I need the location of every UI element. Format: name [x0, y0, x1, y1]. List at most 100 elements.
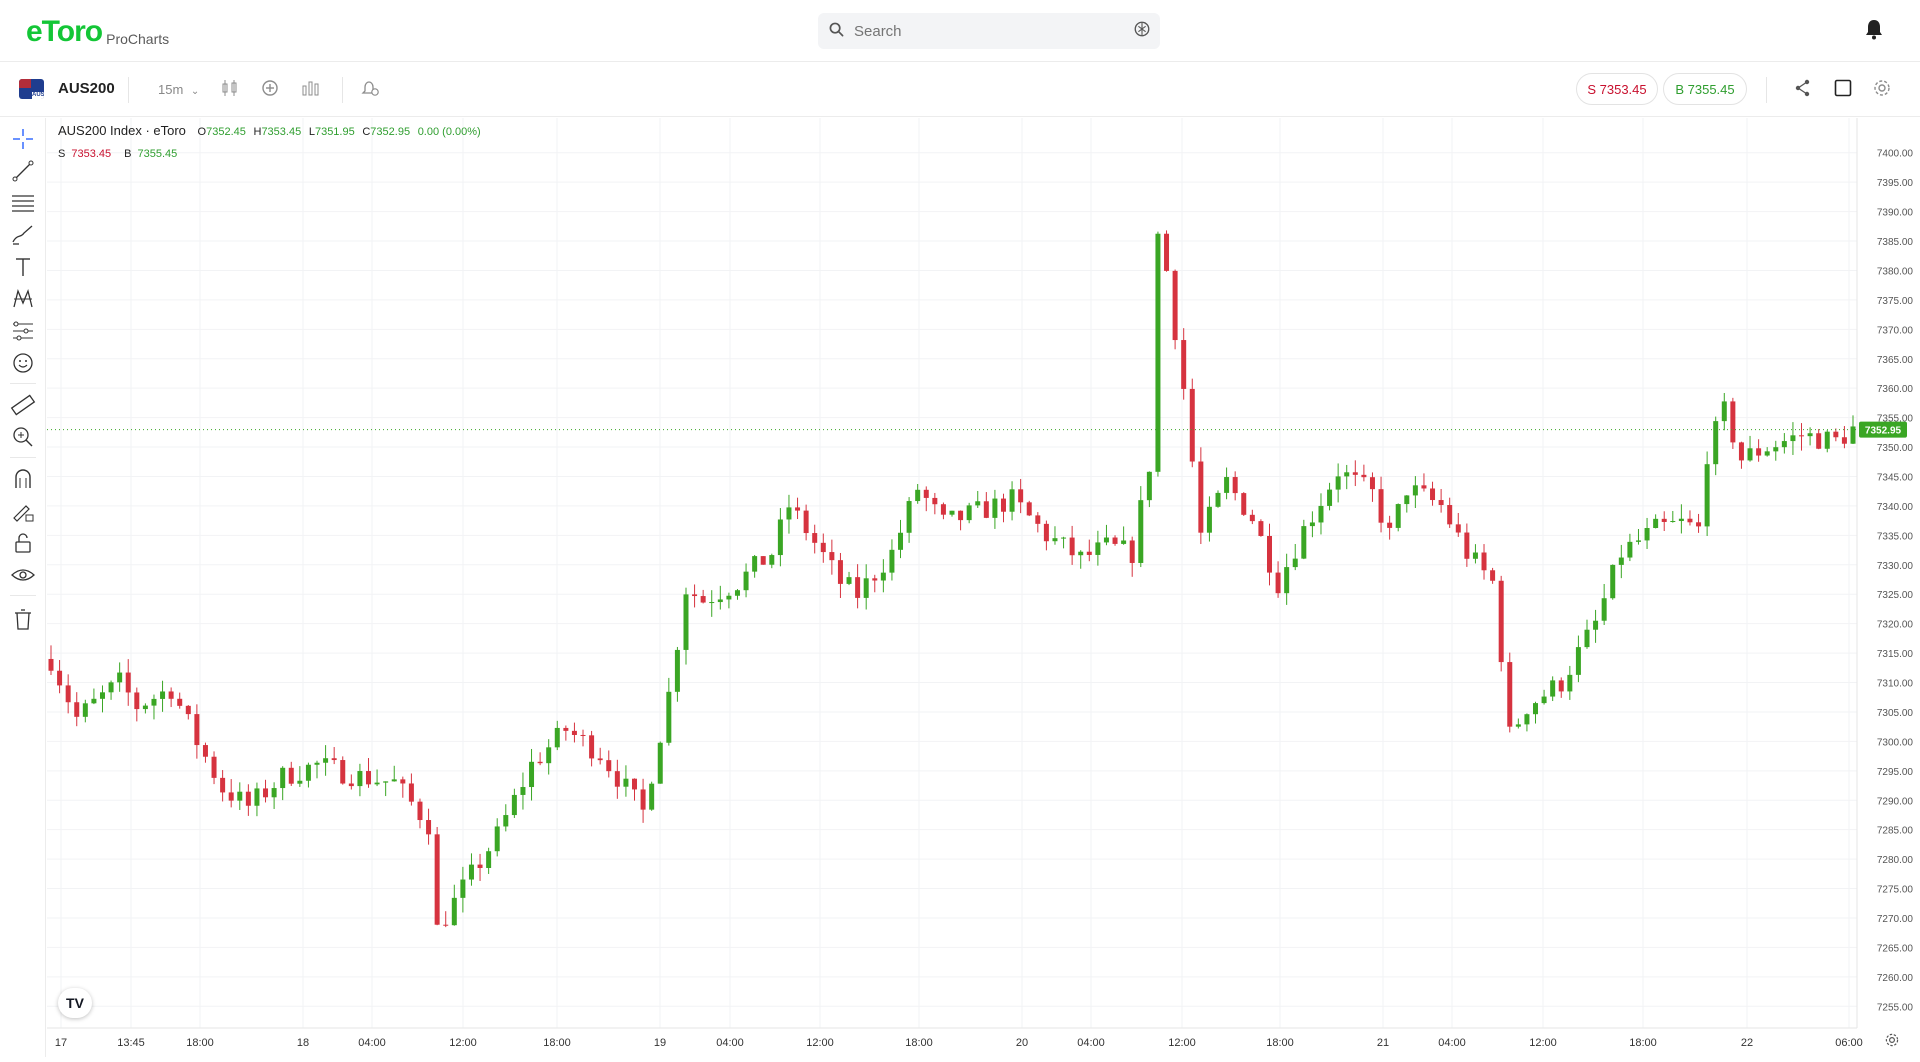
price-chart[interactable]: 7400.00 7395.00 7390.00 7385.00 7380.00 7375.… — [47, 118, 1920, 1057]
candle-body — [795, 507, 801, 511]
search-input[interactable] — [854, 22, 1124, 40]
notification-bell-icon[interactable] — [1864, 18, 1886, 42]
candle-body — [1412, 485, 1418, 496]
candle-body — [1635, 540, 1641, 542]
candle-body — [1069, 537, 1075, 556]
candle-body — [906, 501, 912, 533]
candle-body — [966, 505, 972, 521]
instrument-flag-icon: AUS — [19, 79, 44, 99]
settings-gear-icon[interactable] — [1872, 78, 1896, 102]
candle-body — [880, 572, 886, 581]
candle-body — [408, 783, 414, 802]
candle-body — [503, 815, 509, 827]
candlestick-chart[interactable]: 7400.00 7395.00 7390.00 7385.00 7380.00 7375.… — [47, 118, 1920, 1057]
candle-body — [348, 783, 354, 787]
sell-button[interactable]: S 7353.45 — [1576, 73, 1658, 105]
candle-body — [571, 730, 577, 735]
etoro-logo[interactable]: eToro ProCharts — [26, 14, 169, 48]
open-value: 7352.45 — [206, 126, 246, 138]
candle-body — [1086, 551, 1092, 555]
unlock-icon[interactable] — [10, 530, 36, 556]
candle-body — [777, 519, 783, 556]
alert-clock-icon[interactable] — [360, 78, 384, 102]
buy-value: 7355.45 — [137, 148, 178, 160]
tradingview-logo[interactable]: TV — [58, 988, 92, 1018]
candle-body — [383, 781, 389, 783]
x-tick-label: 21 — [1377, 1037, 1389, 1049]
candle-body — [803, 510, 809, 534]
x-tick-label: 19 — [654, 1037, 666, 1049]
candle-body — [1790, 435, 1796, 442]
zoom-in-icon[interactable] — [10, 424, 36, 450]
last-price-label: 7352.95 — [1865, 426, 1902, 437]
candle-body — [649, 783, 655, 810]
candle-body — [1498, 580, 1504, 663]
candle-body — [1035, 515, 1041, 524]
x-tick-label: 12:00 — [806, 1037, 834, 1049]
fullscreen-icon[interactable] — [1833, 78, 1857, 102]
emoji-icon[interactable] — [10, 350, 36, 376]
candle-body — [1275, 572, 1281, 594]
candle-body — [1266, 535, 1272, 573]
bid-ask-legend: S 7353.45 B 7355.45 — [58, 148, 177, 160]
share-icon[interactable] — [1793, 78, 1817, 102]
y-tick-label: 7300.00 — [1877, 737, 1914, 748]
prediction-tool-icon[interactable] — [10, 318, 36, 344]
open-label: O — [197, 126, 207, 138]
y-tick-label: 7395.00 — [1877, 178, 1914, 189]
y-tick-label: 7370.00 — [1877, 325, 1914, 336]
candle-body — [451, 897, 457, 926]
pattern-tool-icon[interactable] — [10, 286, 36, 312]
y-tick-label: 7255.00 — [1877, 1002, 1914, 1013]
crosshair-icon[interactable] — [10, 126, 36, 152]
add-indicator-icon[interactable] — [260, 78, 284, 102]
indicators-icon[interactable] — [300, 78, 324, 102]
y-tick-label: 7360.00 — [1877, 384, 1914, 395]
divider — [10, 457, 36, 458]
y-tick-label: 7345.00 — [1877, 472, 1914, 483]
x-tick-label: 18:00 — [186, 1037, 214, 1049]
candle-body — [1249, 514, 1255, 522]
candle-body — [1721, 401, 1727, 422]
ruler-icon[interactable] — [10, 392, 36, 418]
horizontal-lines-icon[interactable] — [10, 190, 36, 216]
text-tool-icon[interactable] — [10, 254, 36, 280]
candle-body — [1318, 505, 1324, 523]
brush-icon[interactable] — [10, 222, 36, 248]
candle-body — [520, 787, 526, 795]
y-tick-label: 7285.00 — [1877, 826, 1914, 837]
drawing-tools-sidebar — [0, 118, 46, 1057]
buy-button[interactable]: B 7355.45 — [1663, 73, 1747, 105]
candle-body — [177, 698, 183, 706]
high-value: 7353.45 — [261, 126, 302, 138]
candle-body — [657, 742, 663, 784]
candle-body — [365, 771, 371, 785]
candle-body — [1653, 518, 1659, 529]
high-label: H — [253, 126, 262, 138]
x-tick-label: 20 — [1016, 1037, 1028, 1049]
candle-body — [263, 788, 269, 798]
candle-body — [297, 780, 303, 784]
lock-drawing-icon[interactable] — [10, 498, 36, 524]
flag-label: AUS — [32, 92, 44, 99]
visibility-eye-icon[interactable] — [10, 562, 36, 588]
symbol-name[interactable]: AUS200 — [58, 80, 115, 97]
ai-assistant-icon[interactable] — [1124, 20, 1160, 43]
candle-body — [1215, 492, 1221, 507]
candlestick-chart-type-icon[interactable] — [220, 78, 244, 102]
candle-body — [1395, 504, 1401, 528]
candle-body — [1352, 472, 1358, 475]
candle-body — [1807, 433, 1813, 437]
candle-body — [417, 801, 423, 821]
candle-body — [460, 879, 466, 898]
trash-icon[interactable] — [10, 606, 36, 632]
chart-settings-gear-icon[interactable] — [1884, 1032, 1900, 1052]
candle-body — [1009, 489, 1015, 512]
candle-body — [846, 577, 852, 584]
search-bar[interactable] — [818, 13, 1160, 49]
trend-line-icon[interactable] — [10, 158, 36, 184]
interval-selector[interactable]: 15m ⌄ — [158, 82, 199, 97]
candle-body — [1610, 564, 1616, 599]
magnet-icon[interactable] — [10, 466, 36, 492]
search-icon — [818, 22, 854, 41]
